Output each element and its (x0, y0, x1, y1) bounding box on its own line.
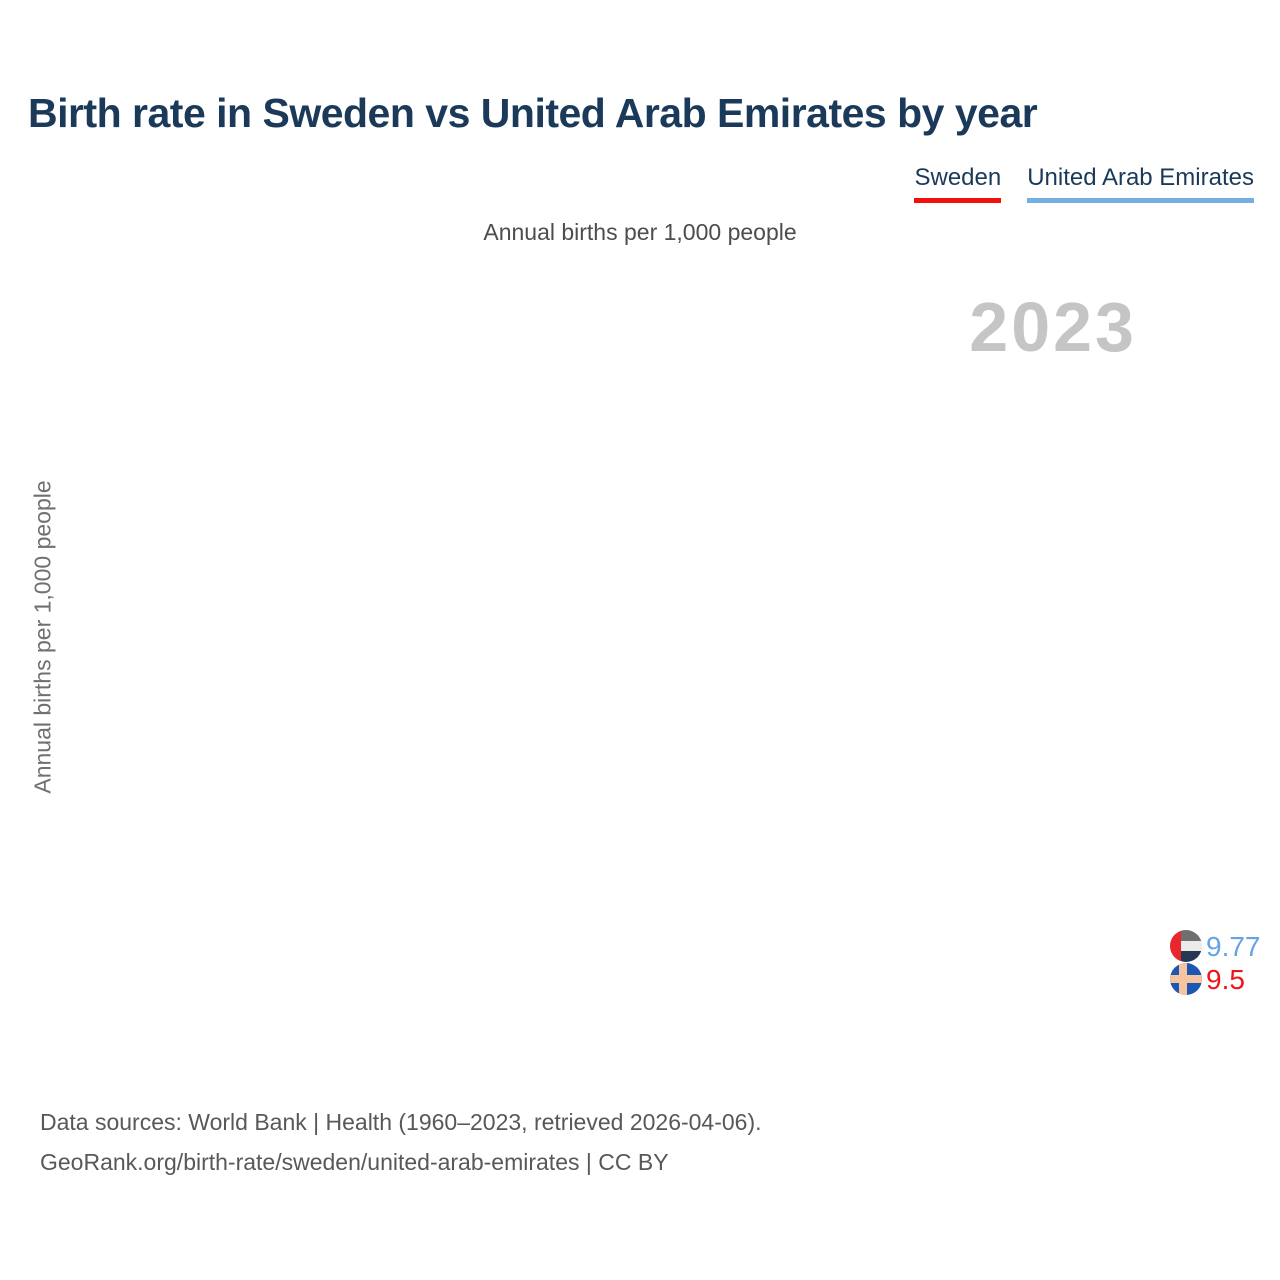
footer-attribution-url: GeoRank.org/birth-rate/sweden/united-ara… (40, 1149, 669, 1175)
legend-item-sweden[interactable]: Sweden (914, 164, 1002, 203)
uae-flag-black-stripe (1181, 951, 1202, 962)
sweden-flag-icon (1170, 963, 1202, 995)
uae-flag-icon (1170, 930, 1202, 962)
uae-end-value: 9.77 (1206, 931, 1261, 962)
watermark-year: 2023 (969, 288, 1137, 366)
uae-flag-green-stripe (1181, 930, 1202, 941)
uae-flag-white-stripe (1181, 941, 1202, 951)
legend-item-united-arab-emirates[interactable]: United Arab Emirates (1027, 164, 1254, 203)
footer-data-sources: Data sources: World Bank | Health (1960–… (40, 1109, 762, 1135)
chart-subtitle: Annual births per 1,000 people (483, 219, 797, 245)
legend: Sweden United Arab Emirates (914, 164, 1254, 203)
sweden-flag-cross-vertical (1179, 963, 1187, 995)
footer: Data sources: World Bank | Health (1960–… (40, 1102, 762, 1182)
page-title: Birth rate in Sweden vs United Arab Emir… (28, 90, 1038, 136)
uae-flag-red-band (1170, 930, 1181, 962)
sweden-end-value: 9.5 (1206, 964, 1245, 995)
